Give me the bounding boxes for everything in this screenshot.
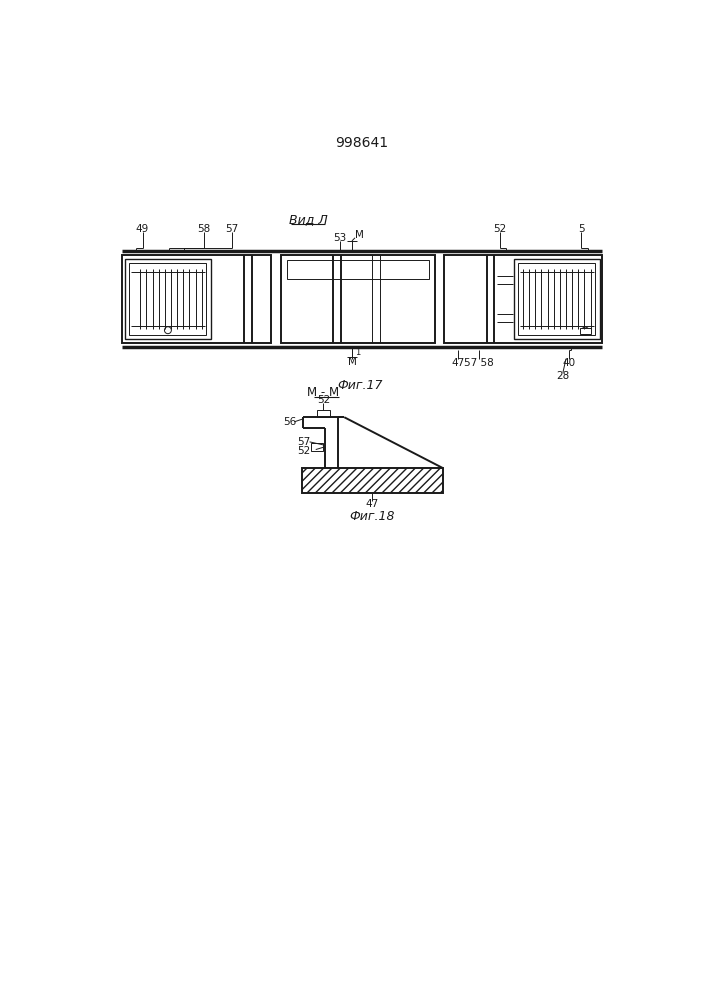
Text: M: M: [348, 357, 356, 367]
Text: 57: 57: [297, 437, 310, 447]
Bar: [518, 263, 595, 335]
Bar: [317, 410, 329, 417]
Bar: [122, 255, 271, 343]
Text: Фиг.18: Фиг.18: [349, 510, 395, 523]
Text: 57: 57: [226, 224, 238, 234]
Text: 1: 1: [356, 348, 361, 357]
Text: 28: 28: [556, 371, 570, 381]
Text: 998641: 998641: [335, 136, 389, 150]
Bar: [444, 255, 602, 343]
Bar: [580, 328, 590, 334]
Text: 49: 49: [136, 224, 149, 234]
Bar: [302, 468, 443, 493]
Bar: [514, 259, 600, 339]
Text: 52: 52: [317, 395, 330, 405]
Bar: [287, 260, 429, 279]
Text: 5: 5: [578, 224, 585, 234]
Text: 52: 52: [297, 446, 310, 456]
Text: M: M: [355, 230, 364, 240]
Text: 56: 56: [283, 417, 296, 427]
Bar: [281, 255, 435, 343]
Text: 40: 40: [563, 358, 575, 368]
Text: 57 58: 57 58: [464, 358, 494, 368]
Text: M - M: M - M: [308, 386, 339, 399]
Text: 47: 47: [366, 499, 378, 509]
Text: 58: 58: [197, 224, 211, 234]
Bar: [311, 443, 324, 451]
Text: 52: 52: [493, 224, 506, 234]
Text: Фиг.17: Фиг.17: [337, 379, 382, 392]
Text: Вид Л: Вид Л: [288, 214, 327, 227]
Text: 47: 47: [452, 358, 464, 368]
Bar: [129, 263, 206, 335]
Bar: [125, 259, 211, 339]
Text: 53: 53: [333, 233, 346, 243]
